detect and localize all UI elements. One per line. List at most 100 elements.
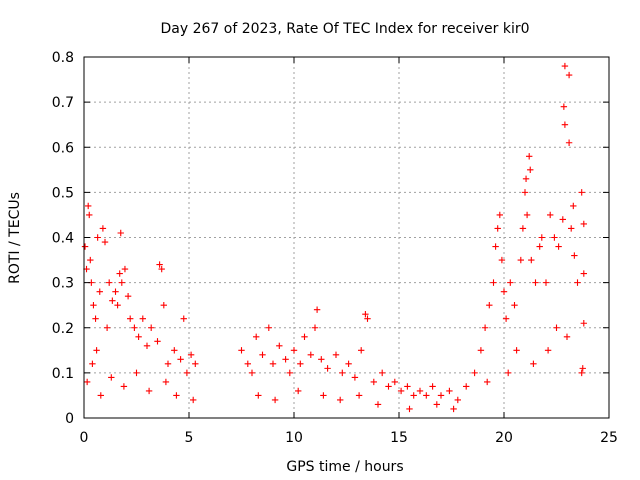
data-point — [156, 261, 163, 268]
data-point — [318, 356, 325, 363]
data-point — [561, 121, 569, 128]
data-point — [560, 103, 568, 110]
data-point — [397, 387, 405, 395]
data-point — [253, 333, 260, 340]
data-point — [118, 279, 125, 286]
data-point — [269, 360, 277, 368]
data-point — [429, 383, 436, 390]
data-point — [477, 347, 485, 354]
data-point — [117, 229, 124, 237]
data-point — [121, 265, 129, 273]
data-point — [528, 256, 535, 264]
data-point — [83, 378, 91, 386]
data-point — [406, 405, 413, 413]
data-point — [358, 347, 365, 354]
data-point — [565, 71, 573, 79]
data-point — [526, 153, 533, 160]
data-point — [498, 256, 506, 264]
data-point — [120, 383, 128, 390]
data-point — [511, 301, 518, 309]
data-point — [81, 243, 89, 250]
data-point — [563, 333, 571, 340]
data-point — [574, 279, 581, 286]
data-point — [116, 270, 123, 277]
data-point — [313, 306, 321, 313]
x-tick-label: 5 — [185, 430, 194, 446]
data-point — [255, 392, 262, 399]
data-point — [282, 356, 289, 363]
data-point — [337, 396, 344, 404]
data-point — [154, 338, 161, 345]
data-point — [486, 301, 493, 309]
data-point — [579, 365, 586, 372]
x-tick-label: 20 — [495, 430, 513, 446]
data-point — [379, 369, 386, 377]
data-point — [561, 62, 569, 70]
data-point — [484, 378, 491, 386]
data-point — [332, 351, 340, 359]
y-axis-title: ROTI / TECUs — [7, 192, 23, 284]
data-point — [109, 297, 116, 304]
data-point — [307, 351, 314, 359]
data-point — [320, 392, 327, 399]
data-point — [93, 347, 100, 354]
data-point — [124, 292, 132, 300]
data-point — [519, 225, 527, 232]
data-point — [536, 243, 543, 250]
data-point — [259, 351, 266, 359]
data-point — [490, 279, 497, 286]
x-tick-label: 25 — [600, 430, 618, 446]
data-point — [580, 270, 587, 277]
data-point — [580, 220, 587, 228]
data-point — [551, 234, 558, 241]
data-point — [177, 356, 184, 363]
data-point — [324, 365, 331, 372]
y-tick-label: 0.4 — [52, 231, 74, 247]
data-points — [81, 62, 587, 413]
data-point — [187, 351, 195, 359]
data-point — [173, 392, 180, 399]
data-point — [301, 333, 308, 340]
data-point — [145, 387, 153, 395]
data-point — [112, 288, 119, 295]
data-point — [521, 189, 529, 196]
data-point — [496, 211, 503, 219]
y-tick-label: 0.6 — [52, 140, 74, 156]
data-point — [276, 342, 283, 349]
data-point — [553, 324, 560, 331]
data-point — [90, 301, 97, 309]
data-point — [171, 347, 178, 354]
data-point — [571, 252, 578, 259]
y-tick-label: 0.7 — [52, 95, 74, 111]
data-point — [164, 360, 172, 368]
data-point — [311, 324, 319, 331]
axis-ticks: 0 5 10 15 20 25 0 0.1 0.2 0.3 0.4 0.5 0.6 0.7 0.8 — [52, 50, 618, 446]
data-point — [345, 360, 352, 368]
data-point — [416, 387, 424, 395]
data-point — [450, 405, 457, 413]
grid-lines — [84, 57, 609, 418]
data-point — [192, 360, 199, 368]
x-axis-title: GPS time / hours — [286, 459, 403, 475]
data-point — [127, 315, 134, 322]
y-tick-label: 0 — [65, 411, 74, 427]
data-point — [162, 378, 170, 386]
data-point — [437, 392, 445, 399]
data-point — [265, 324, 272, 331]
data-point — [106, 279, 113, 286]
data-point — [97, 392, 104, 399]
data-point — [351, 374, 359, 381]
data-point — [96, 288, 103, 295]
data-point — [507, 279, 514, 286]
data-point — [86, 211, 93, 219]
data-point — [87, 256, 94, 264]
data-point — [271, 396, 279, 404]
data-point — [99, 225, 107, 232]
data-point — [502, 315, 510, 322]
y-tick-label: 0.3 — [52, 276, 74, 292]
data-point — [385, 383, 392, 390]
data-point — [500, 288, 508, 295]
data-point — [523, 211, 531, 219]
data-point — [578, 189, 585, 196]
